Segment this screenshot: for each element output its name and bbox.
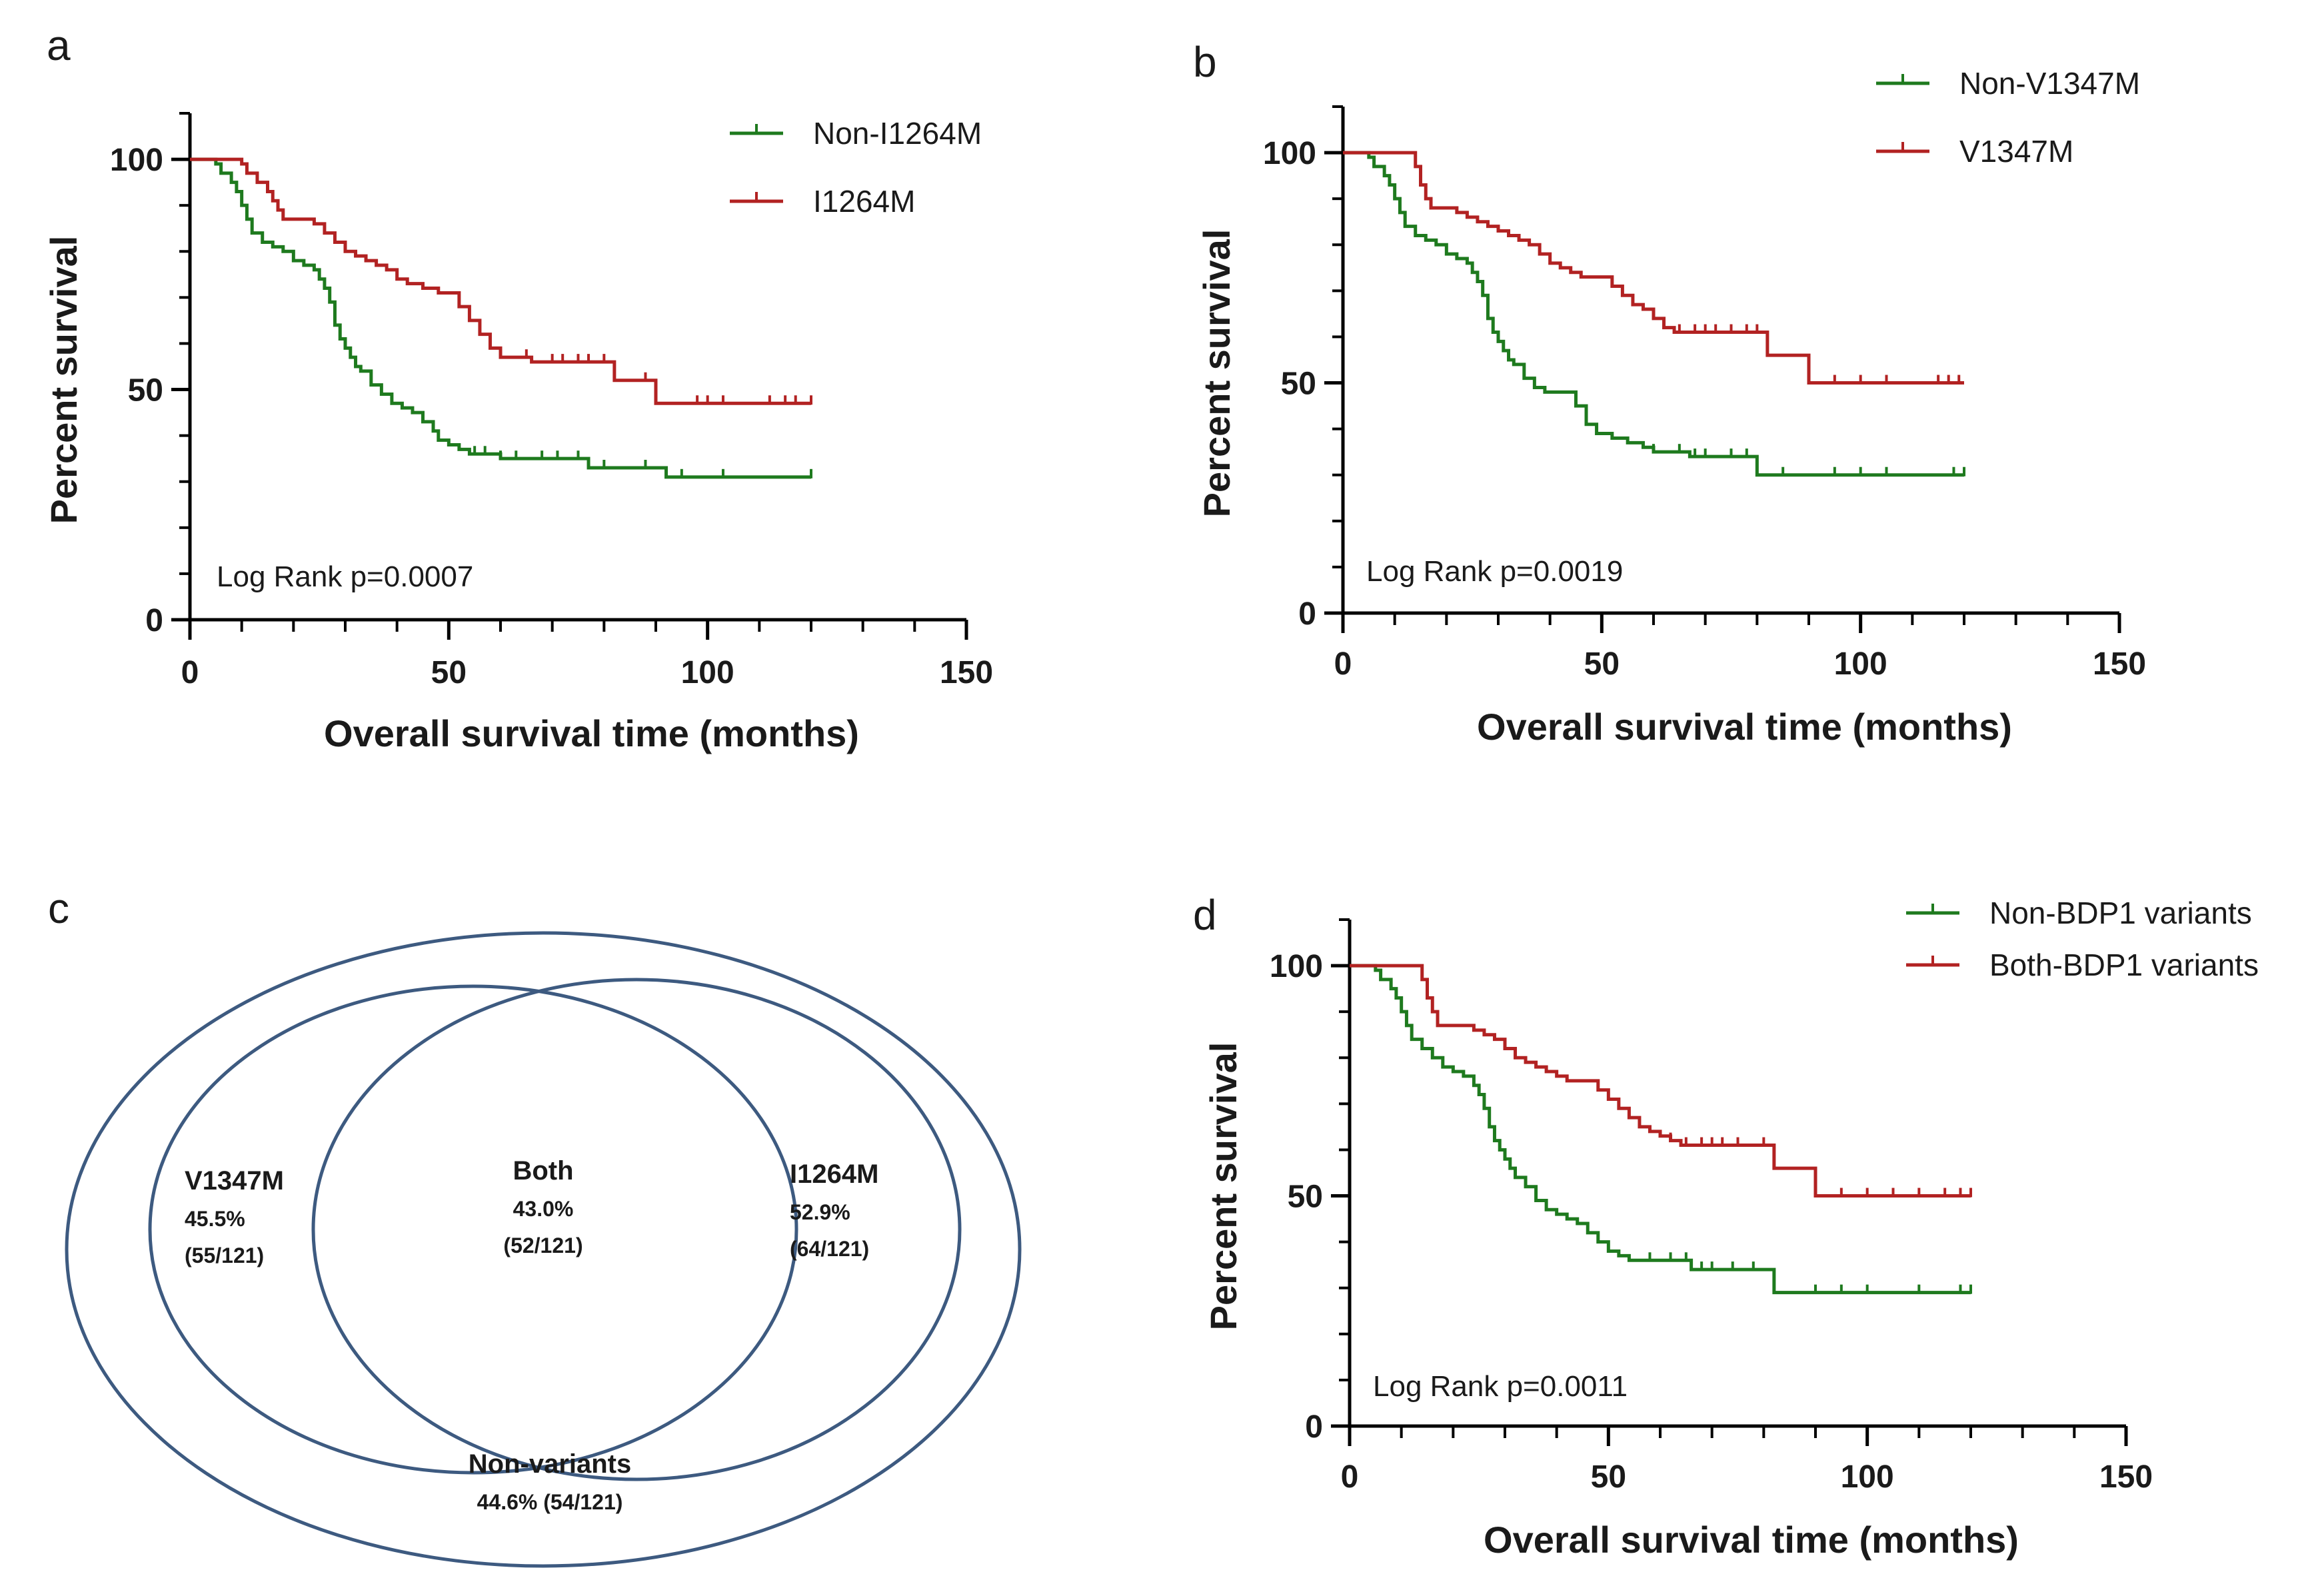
survival-plot-b: 0 50 100 150 0 50 100 Overall survival time (mo… <box>1196 66 2146 748</box>
x-axis-title: Overall survival time (months) <box>324 712 859 754</box>
y-axis-title: Percent survival <box>1202 1042 1244 1331</box>
x-tick-label: 50 <box>1591 1459 1626 1495</box>
venn-label-v1347m: V1347M <box>185 1166 284 1195</box>
x-tick-label: 100 <box>1834 646 1887 682</box>
log-rank-annotation: Log Rank p=0.0007 <box>217 560 473 593</box>
y-axis-title: Percent survival <box>1196 229 1238 518</box>
panel-letter-c: c <box>48 884 69 932</box>
venn-count-v1347m: (55/121) <box>185 1243 264 1267</box>
venn-percent-i1264m: 52.9% <box>790 1200 850 1224</box>
survival-curve-non-i1264m <box>190 157 811 479</box>
panel-letter-a: a <box>47 21 71 69</box>
legend-label: Non-I1264M <box>813 116 982 151</box>
venn-diagram: V1347M 45.5% (55/121) Both 43.0% (52/121… <box>65 931 1022 1568</box>
y-tick-label: 100 <box>110 143 163 178</box>
legend-label: Non-V1347M <box>1959 66 2140 101</box>
venn-percent-both: 43.0% <box>513 1197 574 1221</box>
survival-plot-d: 0 50 100 150 0 50 100 Overall survival time (mo… <box>1202 896 2259 1561</box>
log-rank-annotation: Log Rank p=0.0019 <box>1366 555 1623 588</box>
survival-curve-non-bdp1-variants <box>1350 964 1971 1295</box>
venn-set-i1264m <box>311 978 962 1481</box>
x-tick-label: 100 <box>1841 1459 1894 1495</box>
legend-label: Non-BDP1 variants <box>1989 896 2252 930</box>
survival-plot-a: 0 50 100 150 0 50 100 Overall survival time (mo… <box>43 112 993 754</box>
x-tick-label: 50 <box>1584 646 1620 682</box>
x-axis-title: Overall survival time (months) <box>1477 706 2012 748</box>
venn-label-nonvariants: Non-variants <box>469 1449 632 1479</box>
venn-label-both: Both <box>513 1156 573 1186</box>
x-axis-title: Overall survival time (months) <box>1484 1519 2019 1561</box>
venn-set-v1347m <box>148 984 798 1475</box>
x-tick-label: 150 <box>2093 646 2146 682</box>
y-tick-label: 100 <box>1270 949 1323 984</box>
panel-letter-b: b <box>1193 38 1217 86</box>
x-tick-label: 0 <box>1341 1459 1359 1495</box>
legend-label: Both-BDP1 variants <box>1989 948 2259 982</box>
x-tick-label: 0 <box>181 655 199 690</box>
survival-curve-non-v1347m <box>1343 151 1964 477</box>
x-tick-label: 150 <box>940 655 993 690</box>
x-tick-label: 100 <box>681 655 734 690</box>
y-tick-label: 0 <box>1298 596 1316 632</box>
x-tick-label: 150 <box>2099 1459 2153 1495</box>
y-tick-label: 100 <box>1263 136 1316 171</box>
survival-curve-both-bdp1-variants <box>1350 964 1971 1198</box>
x-tick-label: 0 <box>1334 646 1352 682</box>
y-axis-title: Percent survival <box>43 236 85 524</box>
venn-percent-nonvariants: 44.6% (54/121) <box>477 1490 623 1514</box>
venn-percent-v1347m: 45.5% <box>185 1207 245 1231</box>
venn-label-i1264m: I1264M <box>790 1160 878 1189</box>
log-rank-annotation: Log Rank p=0.0011 <box>1373 1370 1628 1403</box>
x-tick-label: 50 <box>431 655 467 690</box>
venn-count-both: (52/121) <box>503 1233 582 1257</box>
y-tick-label: 50 <box>1288 1180 1323 1215</box>
y-tick-label: 50 <box>1281 367 1316 402</box>
venn-outer-ellipse <box>65 931 1022 1568</box>
y-tick-label: 0 <box>145 603 163 638</box>
legend-label: I1264M <box>813 184 915 219</box>
survival-curve-v1347m <box>1343 151 1964 385</box>
legend-label: V1347M <box>1959 134 2073 169</box>
venn-count-i1264m: (64/121) <box>790 1237 869 1261</box>
survival-curve-i1264m <box>190 157 811 405</box>
panel-letter-d: d <box>1193 891 1217 939</box>
y-tick-label: 50 <box>128 373 163 408</box>
y-tick-label: 0 <box>1305 1409 1323 1445</box>
